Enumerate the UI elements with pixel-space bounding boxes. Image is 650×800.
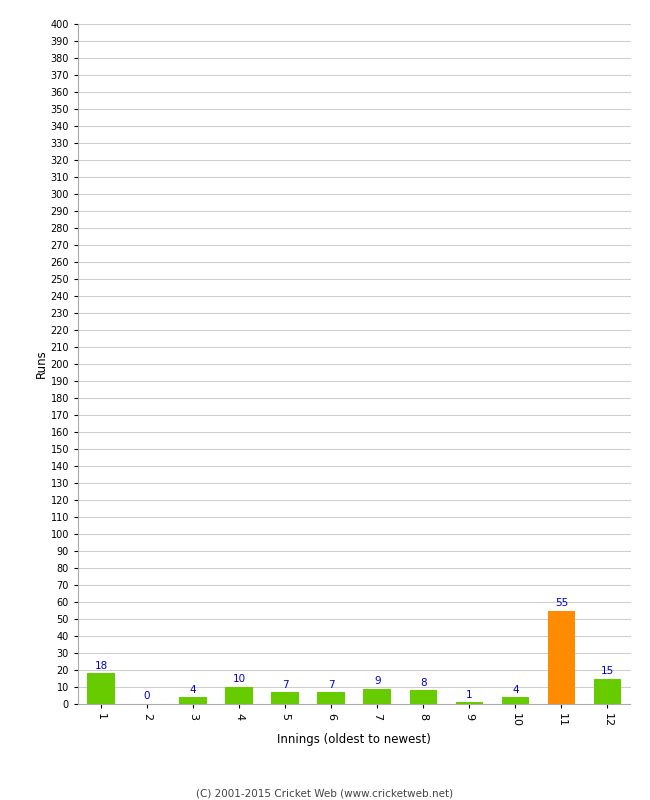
Text: 1: 1 — [466, 690, 473, 700]
Bar — [547, 610, 575, 704]
Bar — [317, 692, 345, 704]
Text: 55: 55 — [555, 598, 568, 608]
Text: 10: 10 — [233, 674, 246, 685]
Text: 9: 9 — [374, 676, 381, 686]
Text: (C) 2001-2015 Cricket Web (www.cricketweb.net): (C) 2001-2015 Cricket Web (www.cricketwe… — [196, 788, 454, 798]
Bar — [179, 697, 207, 704]
Bar — [272, 692, 299, 704]
Bar — [410, 690, 437, 704]
Text: 7: 7 — [282, 679, 289, 690]
Bar — [226, 687, 253, 704]
Text: 15: 15 — [601, 666, 614, 676]
Text: 18: 18 — [94, 661, 108, 671]
Text: 4: 4 — [512, 685, 519, 694]
Bar — [593, 678, 621, 704]
X-axis label: Innings (oldest to newest): Innings (oldest to newest) — [278, 733, 431, 746]
Bar — [87, 674, 115, 704]
Bar — [502, 697, 529, 704]
Text: 7: 7 — [328, 679, 335, 690]
Text: 4: 4 — [190, 685, 196, 694]
Bar — [456, 702, 483, 704]
Bar — [363, 689, 391, 704]
Text: 0: 0 — [144, 691, 150, 702]
Y-axis label: Runs: Runs — [34, 350, 47, 378]
Text: 8: 8 — [420, 678, 426, 688]
